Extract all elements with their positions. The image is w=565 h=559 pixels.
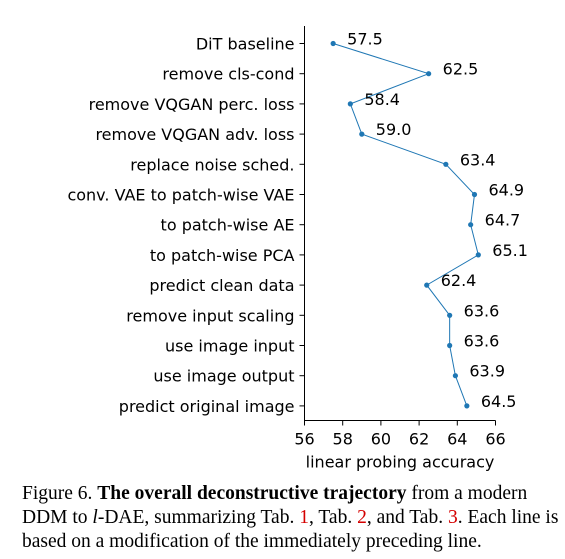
category-label: remove VQGAN adv. loss bbox=[95, 125, 294, 144]
data-point bbox=[452, 373, 458, 379]
data-point bbox=[426, 71, 432, 77]
figure-caption: Figure 6. The overall deconstructive tra… bbox=[22, 482, 562, 554]
x-tick-label: 58 bbox=[333, 430, 353, 449]
data-value-label: 58.4 bbox=[364, 90, 400, 109]
category-label: use image output bbox=[153, 367, 294, 386]
x-tick-label: 66 bbox=[485, 430, 505, 449]
x-tick-label: 60 bbox=[371, 430, 391, 449]
data-point bbox=[471, 191, 478, 198]
data-value-label: 62.5 bbox=[443, 60, 479, 79]
caption-prefix: Figure 6. bbox=[22, 483, 98, 504]
category-label: use image input bbox=[165, 337, 294, 356]
caption-ref-tab3[interactable]: 3 bbox=[447, 507, 458, 528]
data-point bbox=[347, 101, 353, 107]
data-value-label: 59.0 bbox=[376, 120, 412, 139]
x-tick-label: 64 bbox=[447, 430, 467, 449]
data-value-label: 63.6 bbox=[464, 332, 500, 351]
caption-text-3: , Tab. bbox=[308, 507, 358, 528]
data-value-label: 64.9 bbox=[488, 181, 524, 200]
data-point bbox=[443, 161, 449, 167]
caption-ref-tab1[interactable]: 1 bbox=[299, 507, 309, 528]
caption-text-5: . Each line is based on a modification o… bbox=[22, 507, 559, 552]
caption-bold-title: The overall deconstructive trajectory bbox=[97, 483, 407, 504]
data-value-label: 64.5 bbox=[481, 392, 517, 411]
category-label: to patch-wise AE bbox=[161, 216, 295, 235]
category-label: remove input scaling bbox=[126, 306, 294, 325]
category-label: DiT baseline bbox=[196, 35, 295, 54]
data-value-label: 62.4 bbox=[441, 271, 477, 290]
data-value-label: 57.5 bbox=[347, 30, 383, 49]
category-label: predict original image bbox=[119, 397, 295, 416]
data-point bbox=[447, 342, 453, 349]
caption-text-1: from a modern DDM to bbox=[22, 483, 528, 528]
category-label: to patch-wise PCA bbox=[150, 246, 295, 265]
category-label: conv. VAE to patch-wise VAE bbox=[67, 186, 294, 205]
axes: DiT baseline remove cls-cond remove VQGAN … bbox=[67, 26, 506, 449]
data-value-label: 65.1 bbox=[492, 241, 528, 260]
caption-ref-tab2[interactable]: 2 bbox=[357, 507, 367, 528]
x-tick-label: 56 bbox=[294, 430, 314, 449]
caption-text-4: , and Tab. bbox=[366, 507, 448, 528]
category-label: remove cls-cond bbox=[162, 65, 294, 84]
data-point bbox=[359, 131, 365, 137]
data-point bbox=[424, 282, 430, 288]
data-point bbox=[475, 252, 481, 258]
data-point bbox=[468, 222, 474, 228]
trajectory-chart: DiT baseline remove cls-cond remove VQGAN … bbox=[67, 26, 528, 472]
data-value-label: 64.7 bbox=[485, 211, 521, 230]
category-label: remove VQGAN perc. loss bbox=[89, 95, 295, 114]
caption-italic-l: l bbox=[92, 507, 98, 528]
data-value-label: 63.4 bbox=[460, 150, 496, 169]
category-label: replace noise sched. bbox=[130, 155, 294, 174]
data-point bbox=[447, 312, 453, 318]
caption-text-2: -DAE, summarizing Tab. bbox=[97, 507, 300, 528]
trajectory-line bbox=[332, 43, 479, 407]
accuracy-series: 57.5 62.5 58.4 59.0 63.4 64.9 64.7 65.1 62.4 63.6… bbox=[330, 30, 528, 411]
category-label: predict clean data bbox=[149, 276, 294, 295]
data-value-label: 63.6 bbox=[464, 301, 500, 320]
data-point bbox=[330, 40, 336, 47]
x-tick-label: 62 bbox=[409, 430, 429, 449]
data-value-label: 63.9 bbox=[469, 362, 505, 381]
x-axis-label: linear probing accuracy bbox=[306, 453, 495, 472]
data-point bbox=[464, 403, 470, 409]
